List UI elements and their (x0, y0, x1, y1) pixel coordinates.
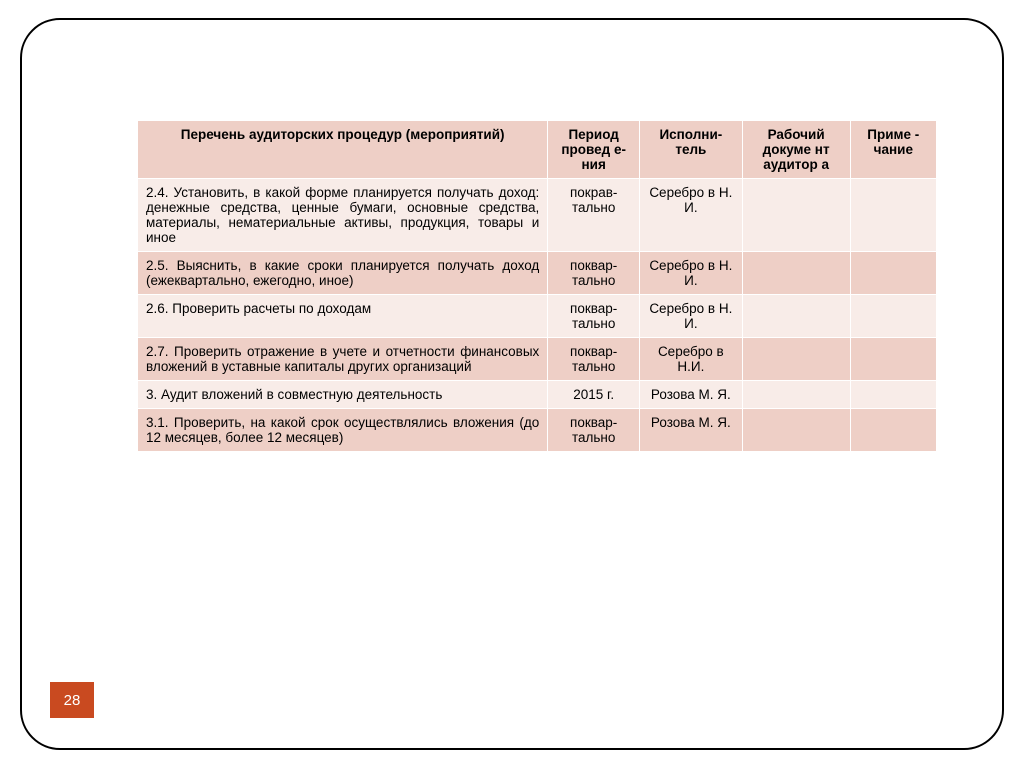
th-executor: Исполни- тель (640, 121, 743, 179)
cell-executor: Серебро в Н.И. (640, 338, 743, 381)
cell-note (850, 179, 936, 252)
page-number: 28 (64, 692, 81, 709)
cell-note (850, 381, 936, 409)
cell-procedure: 2.5. Выяснить, в какие сроки планируется… (138, 252, 548, 295)
table-row: 3.1. Проверить, на какой срок осуществля… (138, 409, 937, 452)
cell-period: поквар- тально (548, 295, 640, 338)
th-note: Приме - чание (850, 121, 936, 179)
table-row: 2.7. Проверить отражение в учете и отчет… (138, 338, 937, 381)
th-period: Период провед е-ния (548, 121, 640, 179)
slide-frame: Перечень аудиторских процедур (мероприят… (20, 18, 1004, 750)
cell-procedure: 3.1. Проверить, на какой срок осуществля… (138, 409, 548, 452)
cell-document (742, 338, 850, 381)
table-row: 2.4. Установить, в какой форме планирует… (138, 179, 937, 252)
cell-note (850, 338, 936, 381)
cell-procedure: 2.7. Проверить отражение в учете и отчет… (138, 338, 548, 381)
cell-document (742, 295, 850, 338)
cell-document (742, 381, 850, 409)
cell-document (742, 409, 850, 452)
table-body: 2.4. Установить, в какой форме планирует… (138, 179, 937, 452)
cell-document (742, 179, 850, 252)
audit-table-container: Перечень аудиторских процедур (мероприят… (137, 120, 937, 452)
cell-executor: Розова М. Я. (640, 409, 743, 452)
cell-document (742, 252, 850, 295)
cell-executor: Розова М. Я. (640, 381, 743, 409)
th-document: Рабочий докуме нт аудитор а (742, 121, 850, 179)
th-procedures: Перечень аудиторских процедур (мероприят… (138, 121, 548, 179)
cell-note (850, 252, 936, 295)
table-row: 2.5. Выяснить, в какие сроки планируется… (138, 252, 937, 295)
cell-period: поквар- тально (548, 338, 640, 381)
cell-period: поквар- тально (548, 409, 640, 452)
cell-procedure: 2.4. Установить, в какой форме планирует… (138, 179, 548, 252)
cell-note (850, 409, 936, 452)
cell-period: 2015 г. (548, 381, 640, 409)
cell-procedure: 2.6. Проверить расчеты по доходам (138, 295, 548, 338)
table-row: 2.6. Проверить расчеты по доходам поквар… (138, 295, 937, 338)
table-header-row: Перечень аудиторских процедур (мероприят… (138, 121, 937, 179)
cell-executor: Серебро в Н. И. (640, 179, 743, 252)
cell-period: поквар- тально (548, 252, 640, 295)
audit-procedures-table: Перечень аудиторских процедур (мероприят… (137, 120, 937, 452)
page-number-badge: 28 (50, 682, 94, 718)
cell-executor: Серебро в Н. И. (640, 295, 743, 338)
cell-executor: Серебро в Н. И. (640, 252, 743, 295)
table-row: 3. Аудит вложений в совместную деятельно… (138, 381, 937, 409)
cell-period: покрав- тально (548, 179, 640, 252)
cell-note (850, 295, 936, 338)
cell-procedure: 3. Аудит вложений в совместную деятельно… (138, 381, 548, 409)
